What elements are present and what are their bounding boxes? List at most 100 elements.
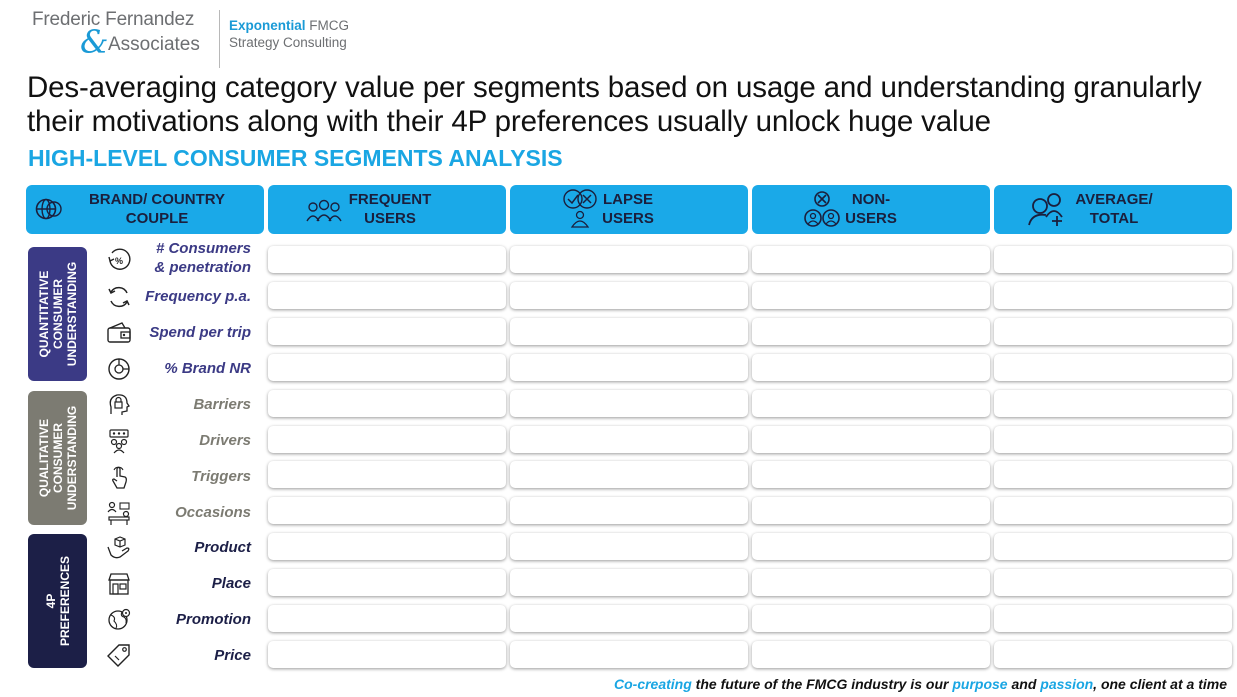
category-quantitative: QUANTITATIVE CONSUMER UNDERSTANDING xyxy=(28,247,87,381)
category-label-line1: 4P xyxy=(43,593,58,609)
grid-cell xyxy=(994,497,1232,525)
row-label-price: Price xyxy=(214,647,251,664)
row-label-triggers: Triggers xyxy=(191,468,251,485)
column-header-average-total: AVERAGE/ TOTAL xyxy=(994,185,1232,234)
people-table-icon xyxy=(107,501,130,525)
store-icon xyxy=(108,573,130,595)
grid-cell xyxy=(510,569,748,597)
category-label-line1: QUANTITATIVE xyxy=(36,270,51,358)
grid-cell xyxy=(268,389,506,417)
grid-cell xyxy=(268,605,506,632)
category-qualitative: QUALITATIVE CONSUMER UNDERSTANDING xyxy=(28,391,87,525)
grid-cell xyxy=(268,640,506,668)
grid-cell xyxy=(752,569,990,597)
grid-cell xyxy=(752,389,990,417)
column-header-brand-country: BRAND/ COUNTRY COUPLE xyxy=(26,185,264,234)
row-label-brand-nr: % Brand NR xyxy=(164,360,251,377)
row-label-promotion: Promotion xyxy=(176,611,251,628)
column-header-line2: USERS xyxy=(845,210,897,227)
grid-cell xyxy=(994,425,1232,453)
globe-gear-icon xyxy=(108,608,131,630)
grid-cell xyxy=(994,461,1232,489)
grid-cell xyxy=(268,425,506,453)
logo-tagline-2: Strategy Consulting xyxy=(229,35,347,50)
row-label-product: Product xyxy=(194,539,251,556)
grid-cell xyxy=(510,425,748,453)
footer-part2: the future of the FMCG industry is our xyxy=(691,676,953,692)
category-4p-preferences: 4P PREFERENCES xyxy=(28,534,87,668)
add-users-icon xyxy=(1028,193,1063,226)
grid-cell xyxy=(510,317,748,345)
grid-cell xyxy=(510,640,748,668)
column-header-line2: USERS xyxy=(364,210,416,227)
logo-name-line2: Associates xyxy=(108,34,200,55)
category-label-line1: QUALITATIVE xyxy=(36,418,51,498)
grid-cell xyxy=(994,605,1232,632)
grid-cell xyxy=(752,640,990,668)
column-header-frequent-users: FREQUENT USERS xyxy=(268,185,506,234)
grid-cell xyxy=(510,353,748,381)
column-header-line1: BRAND/ COUNTRY xyxy=(88,191,226,208)
grid-cell xyxy=(510,533,748,561)
wallet-icon xyxy=(107,322,131,343)
non-users-icon xyxy=(804,191,840,227)
column-header-non-users: NON- USERS xyxy=(752,185,990,234)
grid-cell xyxy=(510,281,748,309)
logo-name-line1: Frederic Fernandez xyxy=(32,9,195,30)
grid-cell xyxy=(752,605,990,632)
grid-cell xyxy=(994,317,1232,345)
footer-part4: and xyxy=(1007,676,1041,692)
grid-cell xyxy=(994,640,1232,668)
column-header-line1: AVERAGE/ xyxy=(1075,191,1153,208)
category-label-line3: UNDERSTANDING xyxy=(64,261,79,367)
grid-cell xyxy=(752,497,990,525)
grid-cell xyxy=(268,533,506,561)
grid-cell xyxy=(510,605,748,632)
column-header-line1: FREQUENT xyxy=(348,191,432,208)
page-subtitle: HIGH-LEVEL CONSUMER SEGMENTS ANALYSIS xyxy=(28,145,563,171)
grid-cell xyxy=(752,533,990,561)
grid-cell xyxy=(752,425,990,453)
price-tag-icon xyxy=(107,644,130,667)
grid-cell xyxy=(994,353,1232,381)
category-label-line2: CONSUMER xyxy=(50,278,65,350)
grid-cell xyxy=(268,317,506,345)
footer-part5: passion xyxy=(1040,676,1094,692)
column-header-line2: USERS xyxy=(602,210,654,227)
grid-cell xyxy=(994,533,1232,561)
category-label-line2: CONSUMER xyxy=(50,422,65,494)
grid-cell xyxy=(268,353,506,381)
page-headline: Des-averaging category value per segment… xyxy=(27,71,1202,138)
footer-part1: Co-creating xyxy=(614,676,692,692)
column-header-line1: LAPSE xyxy=(602,191,653,208)
grid-cell xyxy=(994,246,1232,273)
grid-cell xyxy=(994,569,1232,597)
grid-cell xyxy=(994,281,1232,309)
globe-icon xyxy=(35,198,62,220)
row-label-consumers-penetration: # Consumers & penetration xyxy=(154,239,251,277)
row-label-occasions: Occasions xyxy=(175,504,251,521)
logo-ampersand: & xyxy=(80,23,109,61)
grid-cell xyxy=(268,281,506,309)
grid-cell xyxy=(752,461,990,489)
category-label-line3: UNDERSTANDING xyxy=(64,405,79,511)
column-header-line2: TOTAL xyxy=(1089,210,1139,227)
grid-cell xyxy=(268,569,506,597)
category-label-line2: PREFERENCES xyxy=(57,555,72,647)
grid-cell xyxy=(752,246,990,273)
pie-chart-icon xyxy=(108,358,130,380)
footer-tagline: Co-creating the future of the FMCG indus… xyxy=(614,676,1227,692)
row-label-frequency: Frequency p.a. xyxy=(145,288,251,305)
grid-cell xyxy=(510,389,748,417)
head-lock-icon xyxy=(109,394,130,415)
row-label-place: Place xyxy=(211,575,251,592)
row-label-drivers: Drivers xyxy=(199,432,251,449)
grid-cell xyxy=(752,281,990,309)
grid-cell xyxy=(510,497,748,525)
grid-cell xyxy=(752,353,990,381)
refresh-icon xyxy=(108,286,130,308)
logo-tagline-1: Exponential FMCG xyxy=(229,18,350,33)
column-header-lapse-users: LAPSE USERS xyxy=(510,185,748,234)
row-label-line2: & penetration xyxy=(154,259,251,276)
grid-cell xyxy=(752,317,990,345)
